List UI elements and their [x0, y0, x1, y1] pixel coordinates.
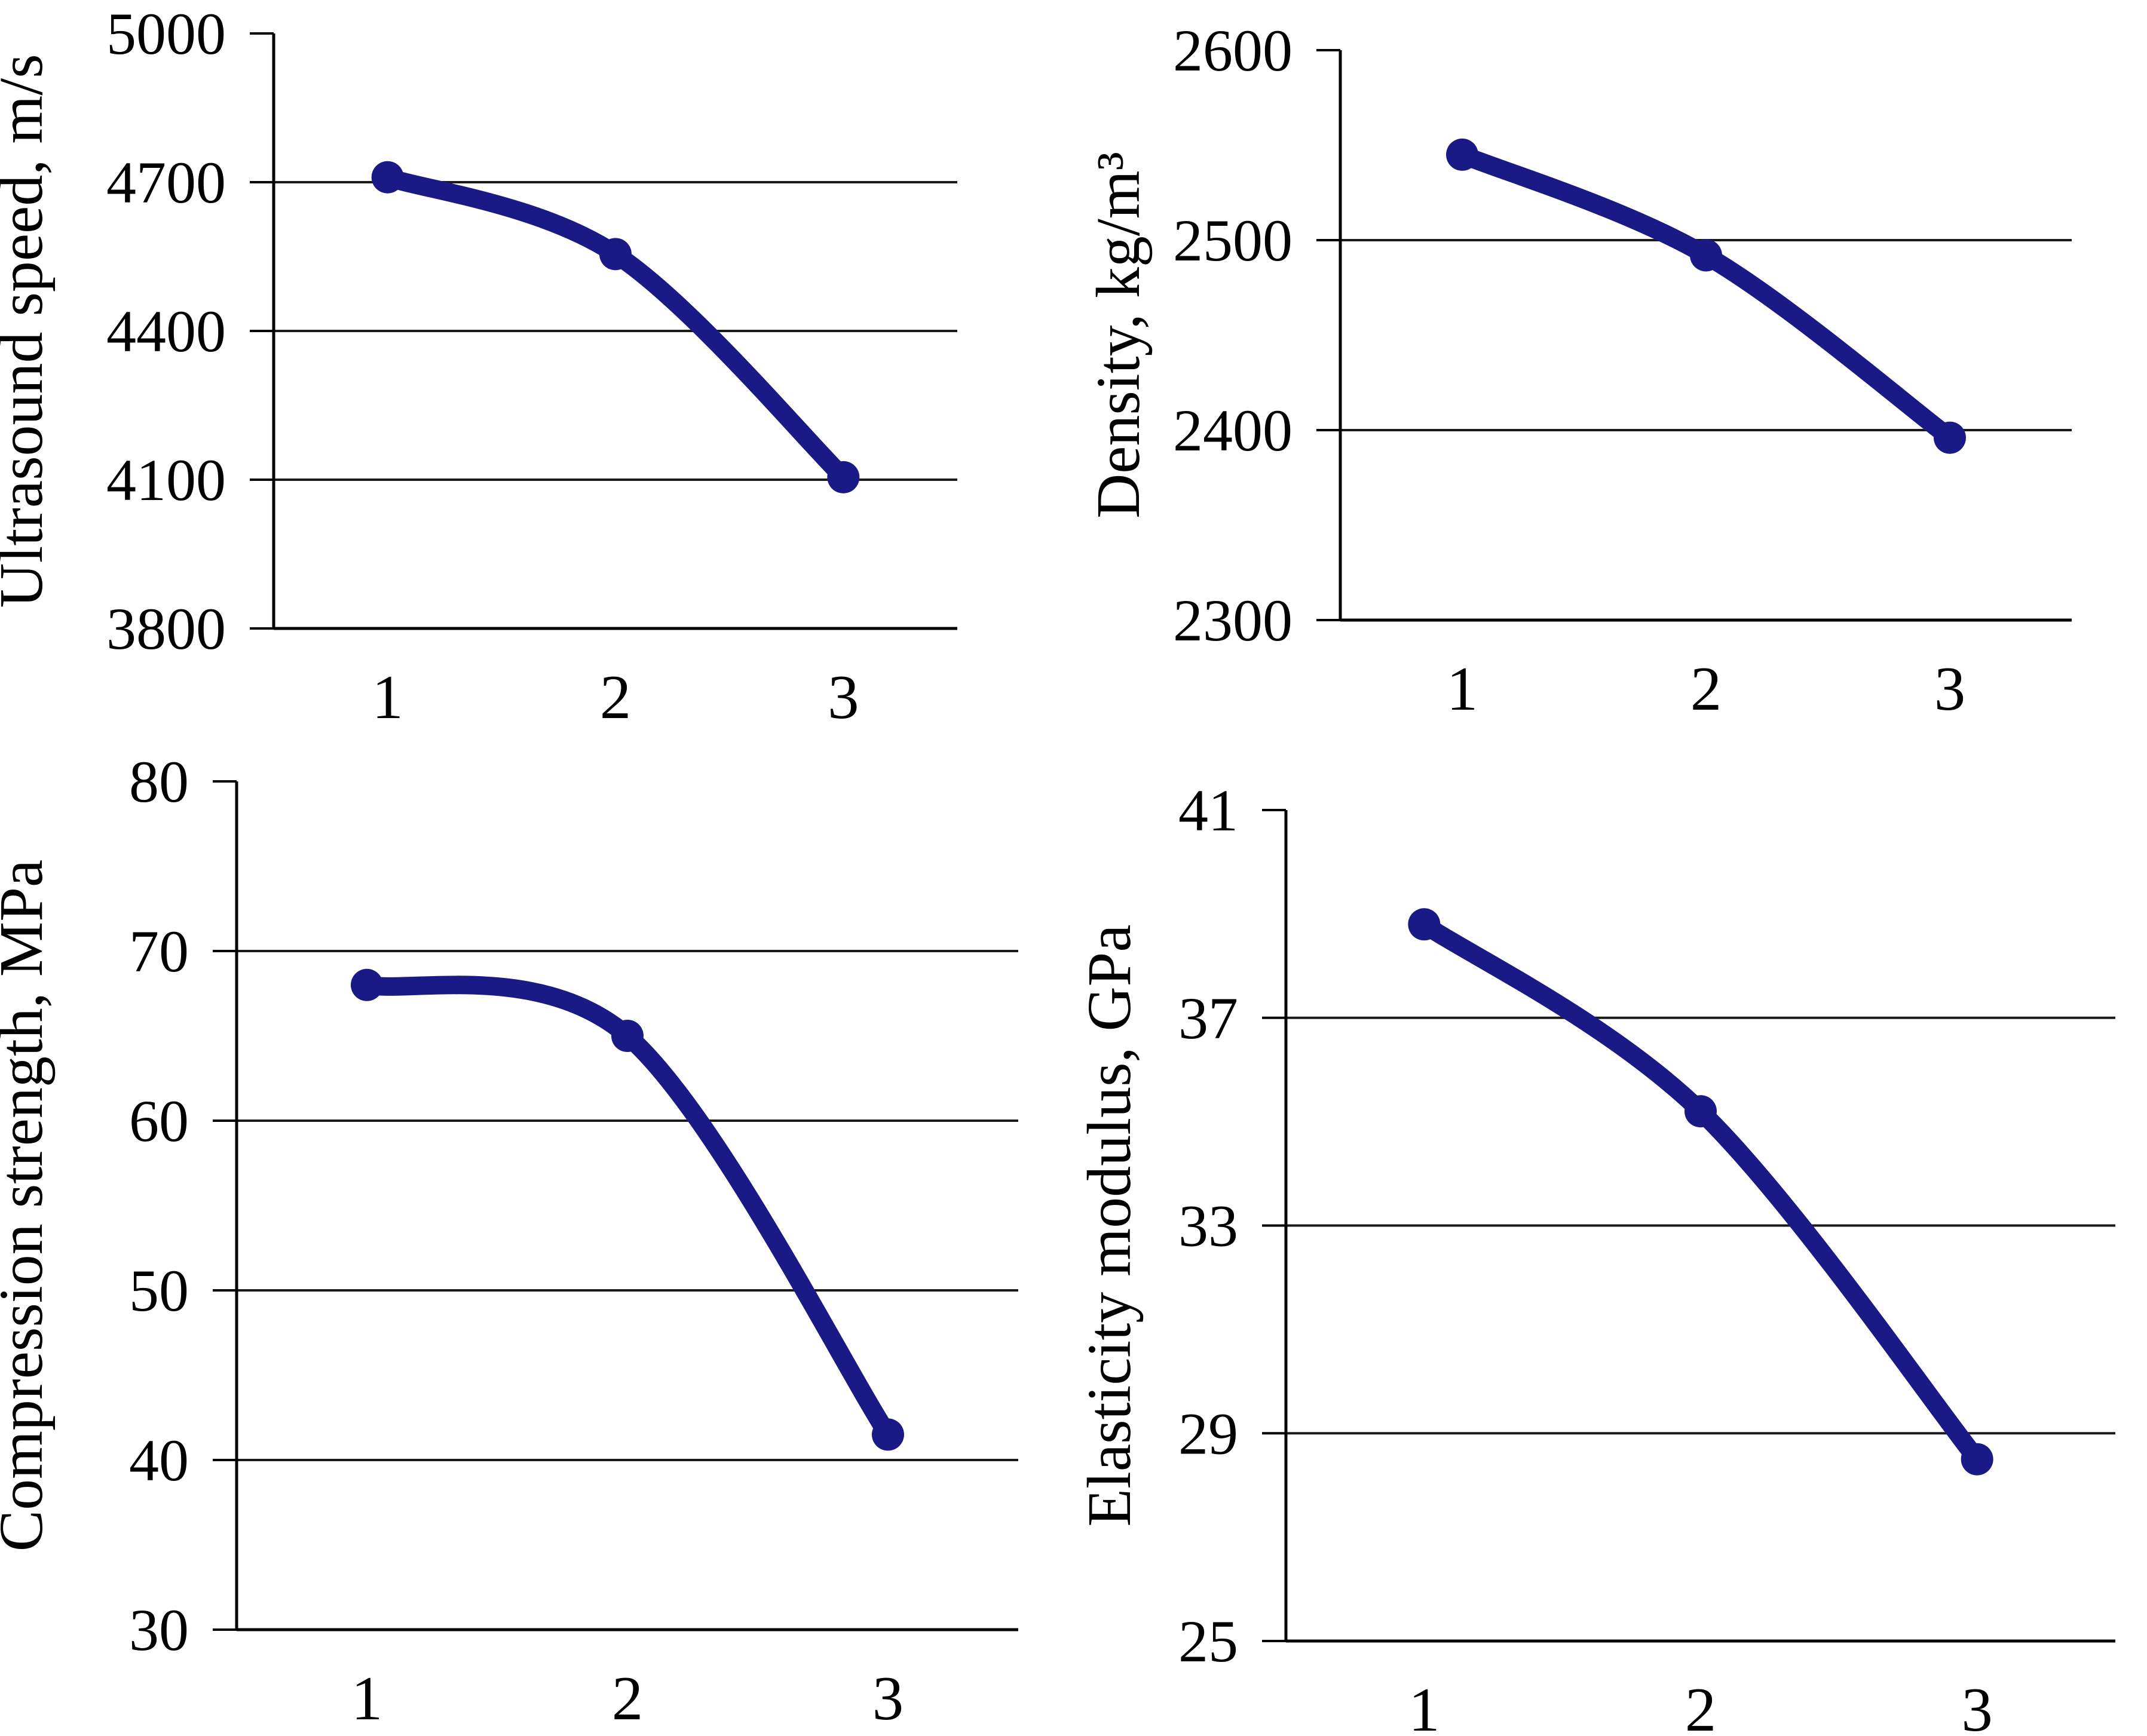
y-tick-label: 60	[129, 1088, 189, 1154]
x-tick-label: 3	[1961, 1674, 1993, 1736]
x-tick-label: 3	[1934, 654, 1966, 723]
data-point-marker	[351, 968, 383, 1001]
data-point-marker	[1934, 421, 1966, 454]
x-tick-label: 2	[1685, 1674, 1717, 1736]
compression-strength-chart: 30 40 50 60 70 80 1 2 3 Compression strength, MPa	[0, 749, 1018, 1733]
data-point-marker	[872, 1418, 904, 1451]
x-tick-label: 3	[828, 662, 859, 732]
elasticity-modulus-chart: 25 29 33 37 41 1 2 3 Elasticity modulus, GPa	[1075, 777, 2115, 1736]
x-tick-label: 2	[1690, 654, 1722, 723]
y-tick-label: 30	[129, 1597, 189, 1663]
y-tick-label: 5000	[106, 1, 226, 67]
x-tick-label: 1	[1408, 1674, 1440, 1736]
y-tick-label: 41	[1178, 777, 1238, 844]
x-tick-label: 1	[351, 1663, 383, 1733]
y-tick-label: 29	[1178, 1400, 1238, 1467]
y-tick-label: 4700	[106, 149, 226, 216]
data-point-marker	[611, 1020, 644, 1052]
x-tick-label: 1	[372, 662, 403, 732]
data-point-marker	[1446, 138, 1478, 171]
data-point-marker	[1684, 1095, 1717, 1128]
y-tick-label: 50	[129, 1257, 189, 1324]
data-point-marker	[1690, 239, 1722, 272]
x-tick-label: 2	[600, 662, 632, 732]
data-point-marker	[827, 461, 860, 493]
density-chart: 2300 2400 2500 2600 1 2 3 Density, kg/m³	[1084, 17, 2072, 723]
data-point-marker	[1961, 1443, 1993, 1476]
y-axis-title: Ultrasound speed, m/s	[0, 54, 56, 608]
x-tick-label: 1	[1447, 654, 1478, 723]
y-tick-label: 33	[1178, 1193, 1238, 1259]
y-tick-label: 2600	[1173, 17, 1293, 84]
y-tick-label: 2500	[1173, 207, 1293, 274]
y-tick-label: 70	[129, 918, 189, 984]
y-tick-label: 40	[129, 1427, 189, 1493]
data-line	[1453, 145, 1959, 447]
data-point-marker	[1408, 908, 1441, 941]
y-axis-title: Compression strength, MPa	[0, 860, 56, 1551]
x-tick-label: 3	[872, 1663, 904, 1733]
y-tick-label: 4400	[106, 298, 226, 364]
y-tick-label: 3800	[106, 596, 226, 662]
data-point-marker	[599, 238, 632, 271]
data-line	[1414, 915, 1987, 1469]
y-tick-label: 4100	[106, 447, 226, 513]
data-line	[357, 976, 898, 1444]
y-tick-label: 2300	[1173, 587, 1293, 654]
y-tick-label: 37	[1178, 985, 1238, 1051]
y-axis-title: Elasticity modulus, GPa	[1075, 924, 1144, 1526]
y-tick-label: 80	[129, 749, 189, 815]
ultrasound-speed-chart: 3800 4100 4400 4700 5000 1 2 3 Ultrasound speed,…	[0, 1, 957, 732]
x-tick-label: 2	[612, 1663, 644, 1733]
y-axis-title: Density, kg/m³	[1084, 152, 1153, 519]
y-tick-label: 2400	[1173, 397, 1293, 464]
data-line	[378, 168, 853, 487]
data-point-marker	[371, 161, 404, 194]
y-tick-label: 25	[1178, 1608, 1238, 1674]
